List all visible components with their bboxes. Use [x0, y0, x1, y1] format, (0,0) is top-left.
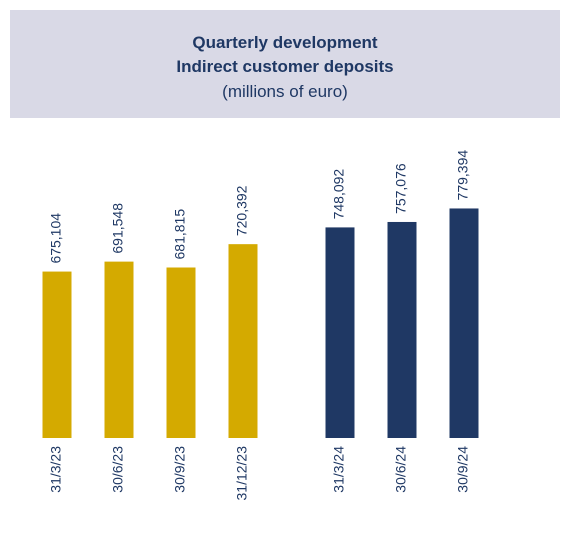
- value-label: 779,394: [455, 150, 471, 201]
- x-tick-label: 30/9/24: [455, 446, 471, 493]
- bar: [104, 261, 134, 438]
- chart-subtitle: Indirect customer deposits: [176, 57, 393, 76]
- x-tick-label: 31/3/24: [331, 446, 347, 493]
- x-tick-label: 31/3/23: [48, 446, 64, 493]
- value-label: 681,815: [172, 209, 188, 260]
- x-tick-label: 30/6/23: [110, 446, 126, 493]
- x-tick-label: 30/6/24: [393, 446, 409, 493]
- bar: [42, 271, 72, 438]
- bar: [166, 267, 196, 438]
- bar: [449, 208, 479, 438]
- value-label: 748,092: [331, 169, 347, 220]
- unit-label: (millions of euro): [222, 82, 348, 101]
- header-band: [10, 10, 560, 118]
- bar: [228, 244, 258, 438]
- value-label: 757,076: [393, 163, 409, 214]
- x-tick-label: 30/9/23: [172, 446, 188, 493]
- value-label: 675,104: [48, 213, 64, 264]
- value-label: 720,392: [234, 185, 250, 236]
- bar: [325, 227, 355, 438]
- value-label: 691,548: [110, 203, 126, 254]
- x-tick-label: 31/12/23: [234, 446, 250, 501]
- bar: [387, 221, 417, 438]
- chart-title: Quarterly development: [192, 33, 378, 52]
